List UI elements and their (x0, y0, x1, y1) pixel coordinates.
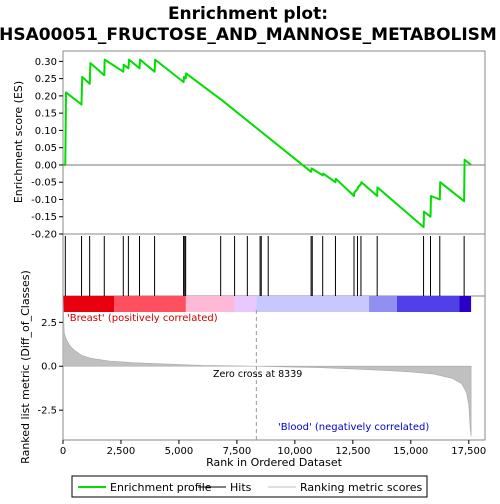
metric-y-tick-label: 2.5 (41, 318, 57, 329)
legend-items: Enrichment profile Hits Ranking metric sco… (78, 481, 422, 494)
es-y-tick-label: 0.05 (35, 143, 57, 154)
chart-title: Enrichment plot: (168, 4, 328, 24)
legend-box (71, 475, 428, 498)
es-profile-line (63, 58, 472, 229)
es-profile (63, 58, 472, 229)
rank-heat-bar (63, 296, 472, 312)
hit-markers (64, 236, 465, 296)
legend-label: Hits (230, 481, 252, 494)
metric-y-axis: 2.5 0.0 -2.5 (37, 318, 63, 417)
chart-subtitle: HSA00051_FRUCTOSE_AND_MANNOSE_METABOLISM (0, 25, 497, 45)
es-y-tick-label: 0.15 (35, 109, 57, 120)
legend: Enrichment profile Hits Ranking metric sco… (71, 475, 428, 498)
es-y-tick-label: 0.00 (35, 160, 57, 171)
metric-y-tick-label: 0.0 (41, 362, 57, 373)
x-axis-label: Rank in Ordered Dataset (206, 456, 343, 469)
x-tick-label: 5,000 (165, 446, 194, 457)
es-y-tick-label: -0.15 (31, 212, 57, 223)
heat-segment (459, 296, 472, 312)
es-y-tick-label: -0.05 (31, 178, 57, 189)
heat-segment (256, 296, 370, 312)
heat-segment (396, 296, 460, 312)
heat-segment (369, 296, 397, 312)
legend-label: Ranking metric scores (300, 481, 422, 494)
x-tick-label: 12,500 (335, 446, 370, 457)
es-y-axis-label: Enrichment score (ES) (12, 81, 25, 203)
metric-y-tick-label: -2.5 (37, 406, 57, 417)
x-tick-label: 17,500 (451, 446, 486, 457)
x-tick-label: 0 (60, 446, 66, 457)
es-y-tick-label: -0.10 (31, 195, 57, 206)
metric-y-axis-label: Ranked list metric (Diff_of_Classes) (19, 270, 32, 464)
hits-panel-frame (62, 233, 486, 297)
ranking-metric-fill (62, 295, 472, 437)
es-y-tick-label: 0.20 (35, 91, 57, 102)
negative-class-label: 'Blood' (negatively correlated) (278, 422, 429, 433)
zero-cross-label: Zero cross at 8339 (213, 369, 302, 380)
es-y-tick-label: 0.30 (35, 57, 57, 68)
heat-segment (185, 296, 235, 312)
es-y-tick-label: 0.25 (35, 74, 57, 85)
x-tick-label: 10,000 (277, 446, 312, 457)
heat-segment (234, 296, 257, 312)
x-tick-label: 2,500 (107, 446, 136, 457)
x-tick-label: 7,500 (223, 446, 252, 457)
es-y-tick-label: 0.10 (35, 126, 57, 137)
positive-class-label: 'Breast' (positively correlated) (67, 313, 218, 324)
x-axis: 0 2,500 5,000 7,500 10,000 12,500 15,000 17,500 (60, 440, 486, 457)
es-y-tick-label: -0.20 (31, 230, 57, 241)
legend-label: Enrichment profile (110, 481, 212, 494)
heat-segment (114, 296, 186, 312)
x-tick-label: 15,000 (393, 446, 428, 457)
heat-segment (63, 296, 115, 312)
es-y-axis: 0.30 0.25 0.20 0.15 0.10 0.05 0.00 -0.05 -0.10 -0… (31, 57, 63, 241)
ranking-metric-area (62, 295, 472, 437)
